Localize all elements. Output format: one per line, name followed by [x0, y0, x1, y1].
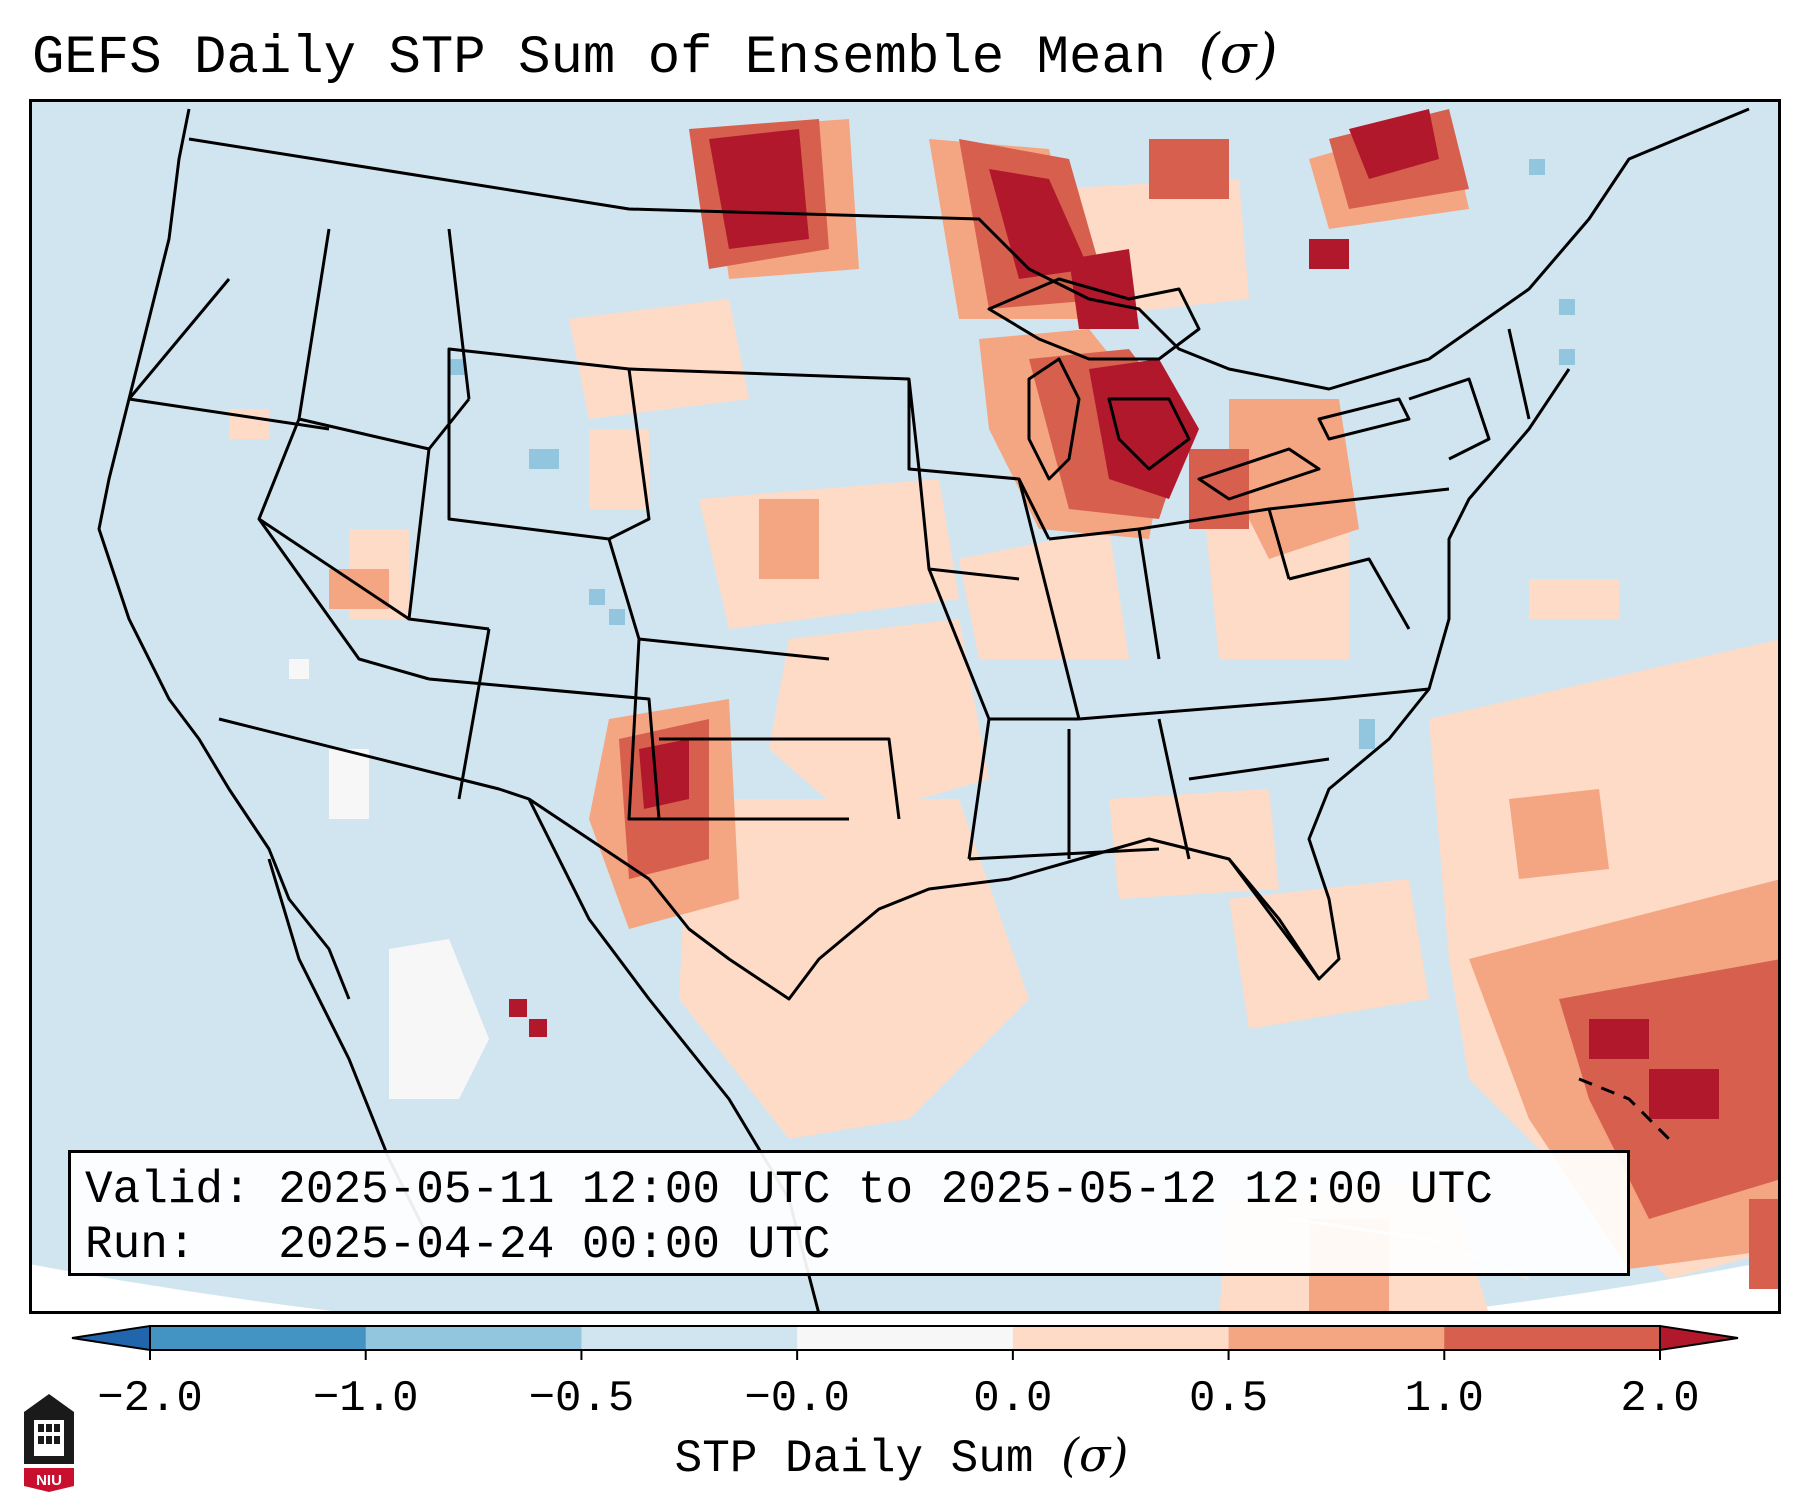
stp-zero-regions	[289, 659, 489, 1099]
map-svg	[29, 99, 1781, 1314]
stp-extreme-regions	[509, 109, 1719, 1119]
colorbar-label-text: STP Daily Sum	[674, 1433, 1034, 1485]
colorbar-tick-label: 1.0	[1405, 1374, 1484, 1424]
colorbar-tick-label: −0.5	[529, 1374, 635, 1424]
lake-ontario	[1317, 397, 1411, 441]
colorbar-segment	[797, 1326, 1014, 1350]
valid-run-info-box: Valid: 2025-05-11 12:00 UTC to 2025-05-1…	[68, 1150, 1630, 1276]
colorbar-tick-label: −0.0	[744, 1374, 850, 1424]
canada-border	[188, 107, 1750, 391]
colorbar-frame	[149, 1325, 1661, 1351]
colorbar-tick-label: −1.0	[313, 1374, 419, 1424]
colorbar-tick-label: 0.0	[973, 1374, 1052, 1424]
colorbar-label-unit: (σ)	[1061, 1428, 1129, 1482]
colorbar-extend-low	[71, 1324, 151, 1352]
stp-negative-specks	[449, 159, 1575, 749]
map-frame	[29, 99, 1781, 1314]
lake-erie	[1197, 447, 1321, 501]
colorbar: −2.0 −1.0 −0.5 −0.0 0.0 0.5 1.0 2.0	[71, 1324, 1739, 1424]
map-panel	[29, 99, 1781, 1314]
map-title-unit: (σ)	[1198, 22, 1278, 85]
lake-superior	[987, 277, 1201, 361]
southern-and-east-coastline	[218, 368, 1571, 1001]
niu-logo: NIU	[24, 1394, 74, 1492]
valid-value: 2025-05-11 12:00 UTC to 2025-05-12 12:00…	[278, 1164, 1493, 1216]
run-label: Run:	[85, 1219, 196, 1271]
colorbar-segment	[1228, 1326, 1445, 1350]
run-value: 2025-04-24 00:00 UTC	[278, 1219, 831, 1271]
map-boundaries	[97, 107, 1750, 1314]
colorbar-ticks: −2.0 −1.0 −0.5 −0.0 0.0 0.5 1.0 2.0	[97, 1350, 1700, 1424]
colorbar-tick-label: 0.5	[1189, 1374, 1268, 1424]
lake-huron	[1107, 397, 1191, 471]
colorbar-extend-high	[1659, 1324, 1739, 1352]
colorbar-segment	[150, 1326, 367, 1350]
colorbar-segment	[581, 1326, 798, 1350]
colorbar-label: STP Daily Sum (σ)	[0, 1427, 1803, 1487]
bahamas-islands	[1578, 1077, 1671, 1141]
colorbar-tick-label: 2.0	[1620, 1374, 1699, 1424]
lake-michigan	[1027, 357, 1081, 481]
colorbar-segment	[1444, 1326, 1661, 1350]
colorbar-segments	[71, 1324, 1739, 1352]
colorbar-segment	[365, 1326, 582, 1350]
valid-label: Valid:	[85, 1164, 251, 1216]
west-coastline	[97, 108, 351, 1000]
map-title-text: GEFS Daily STP Sum of Ensemble Mean	[32, 28, 1167, 89]
logo-text: NIU	[36, 1472, 62, 1489]
colorbar-tick-label: −2.0	[97, 1374, 203, 1424]
colorbar-segment	[1012, 1326, 1230, 1350]
map-title: GEFS Daily STP Sum of Ensemble Mean (σ)	[32, 22, 1278, 91]
